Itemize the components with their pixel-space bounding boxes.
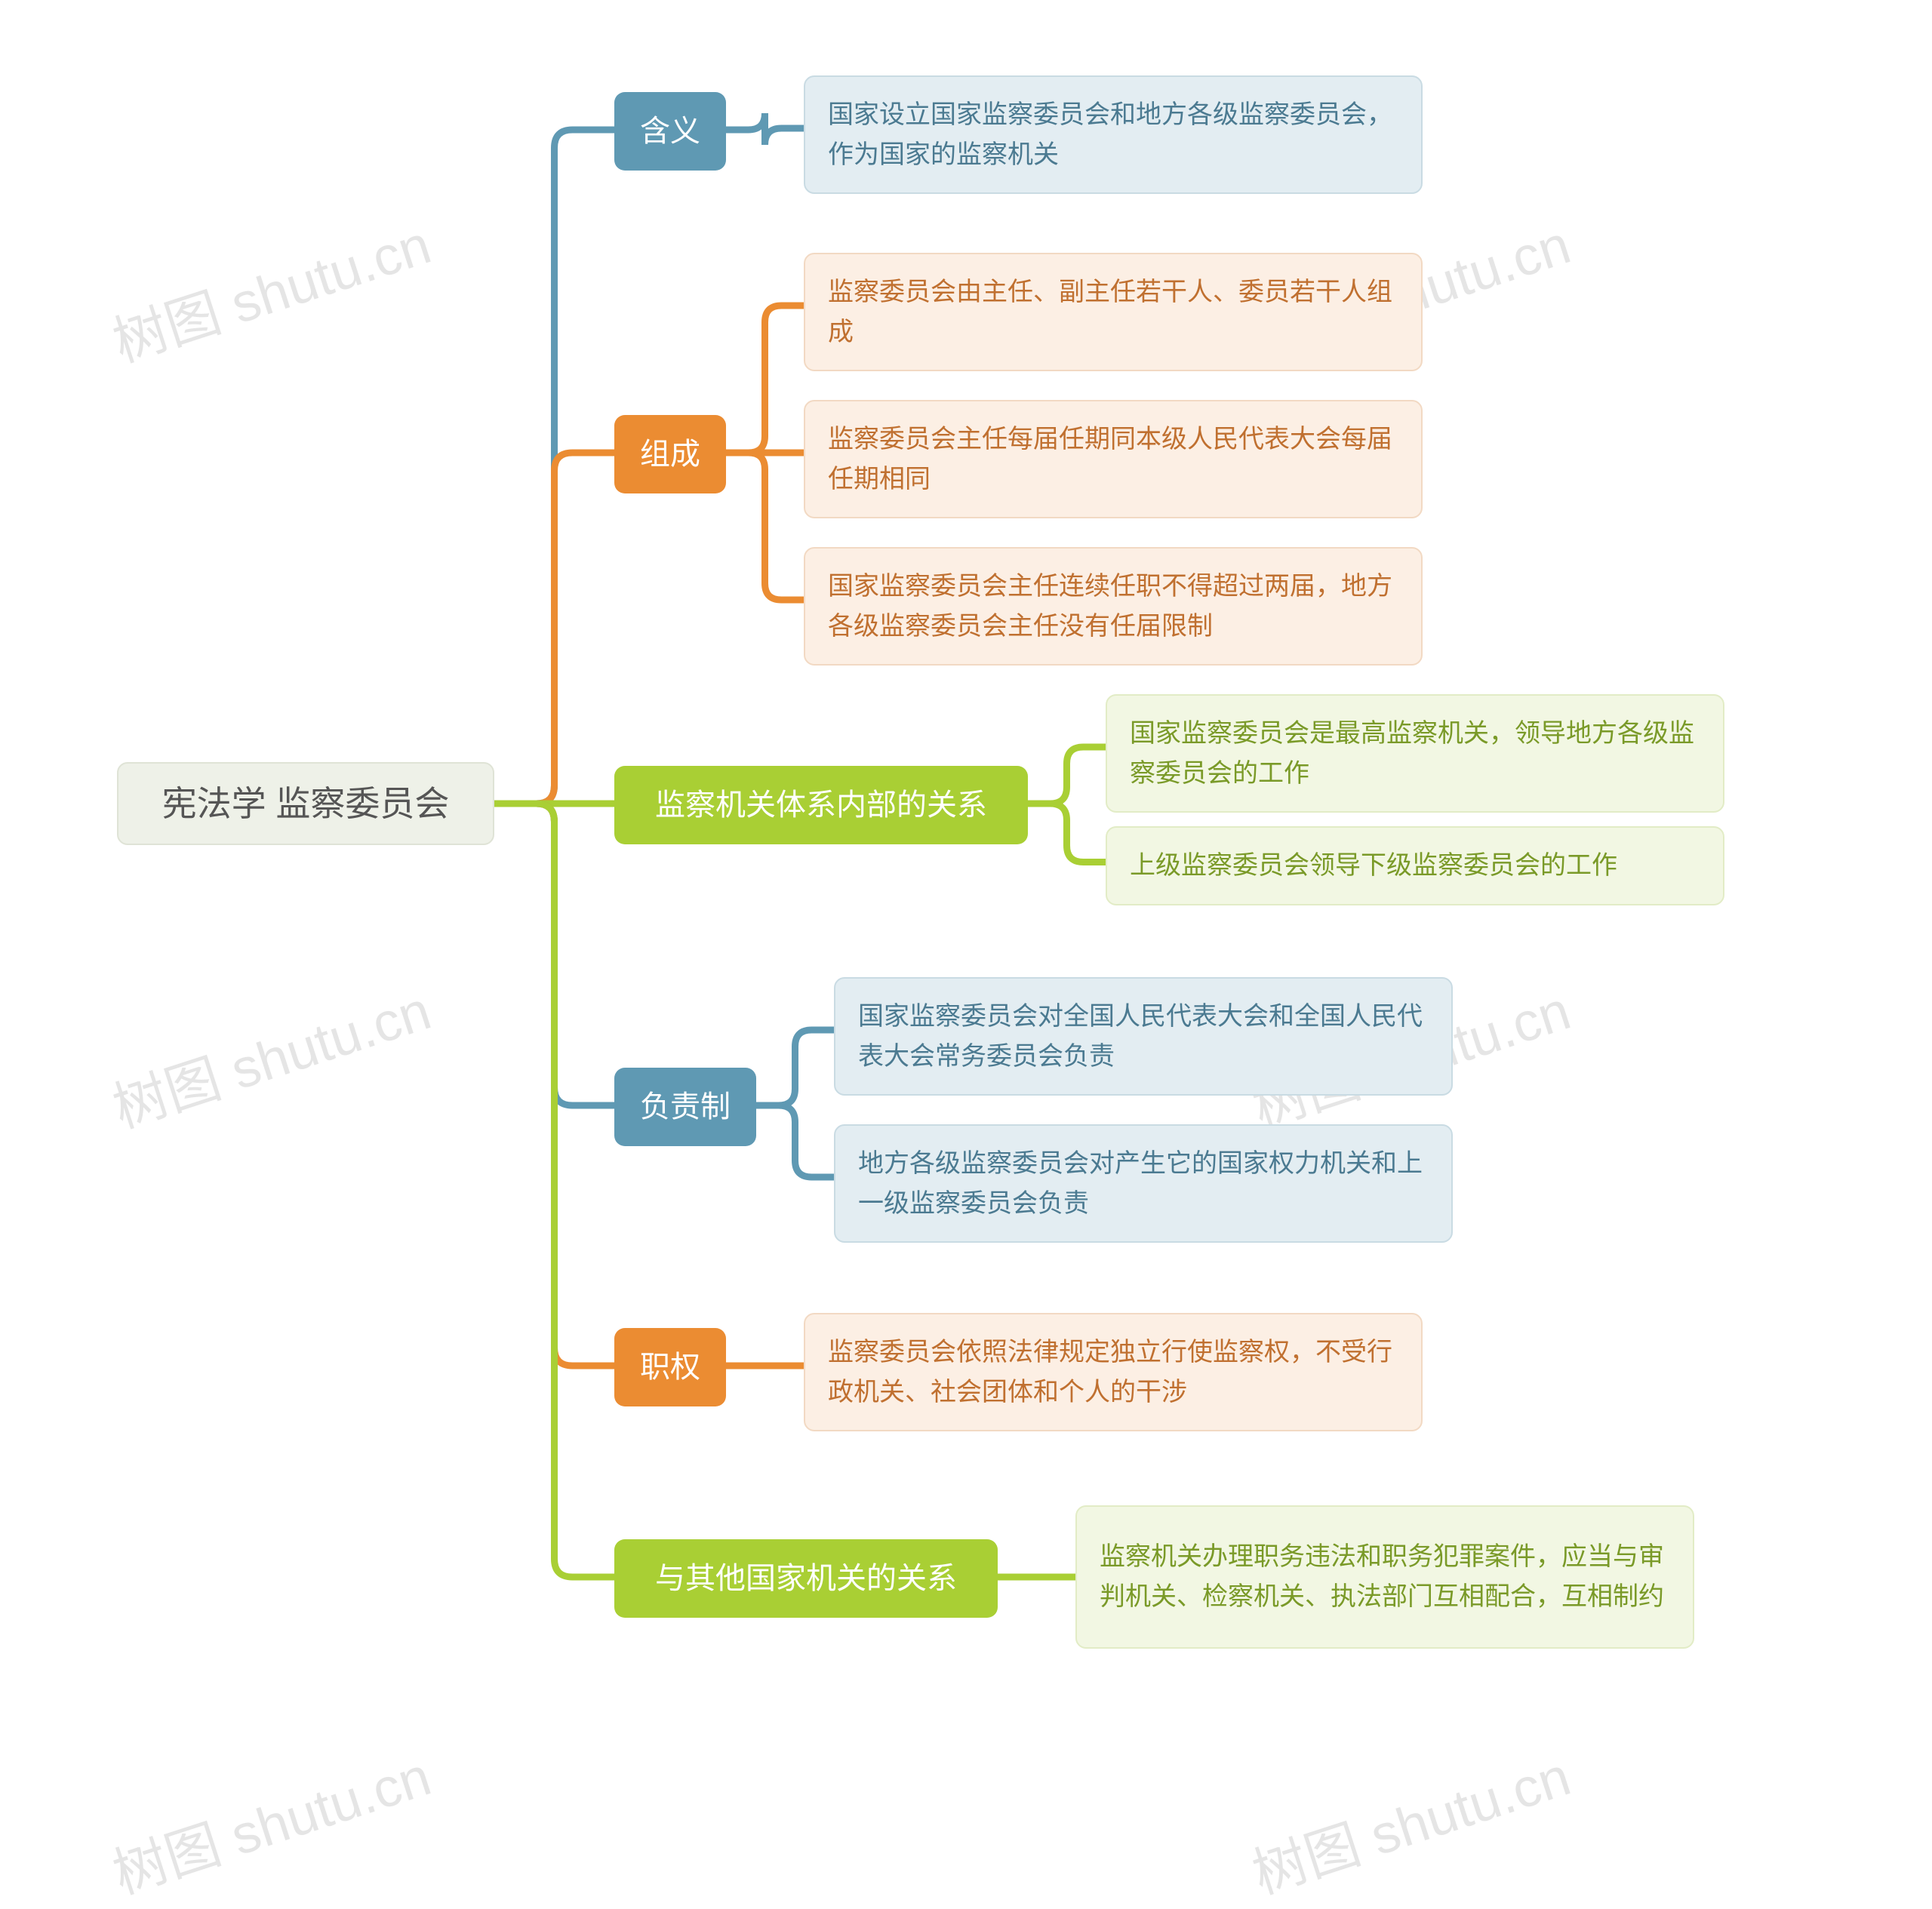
leaf-node: 上级监察委员会领导下级监察委员会的工作 <box>1106 826 1724 905</box>
watermark: 树图 shutu.cn <box>1241 1732 1578 1909</box>
branch-node: 负责制 <box>614 1068 756 1146</box>
leaf-node: 监察委员会主任每届任期同本级人民代表大会每届任期相同 <box>804 400 1423 518</box>
branch-node: 含义 <box>614 92 726 171</box>
leaf-node: 国家监察委员会对全国人民代表大会和全国人民代表大会常务委员会负责 <box>834 977 1453 1096</box>
watermark: 树图 shutu.cn <box>101 200 438 377</box>
leaf-node: 监察委员会依照法律规定独立行使监察权，不受行政机关、社会团体和个人的干涉 <box>804 1313 1423 1431</box>
branch-node: 职权 <box>614 1328 726 1406</box>
leaf-node: 监察委员会由主任、副主任若干人、委员若干人组成 <box>804 253 1423 371</box>
watermark: 树图 shutu.cn <box>101 1732 438 1909</box>
root-node: 宪法学 监察委员会 <box>117 762 494 845</box>
leaf-node: 地方各级监察委员会对产生它的国家权力机关和上一级监察委员会负责 <box>834 1124 1453 1243</box>
leaf-node: 国家监察委员会是最高监察机关，领导地方各级监察委员会的工作 <box>1106 694 1724 813</box>
branch-node: 监察机关体系内部的关系 <box>614 766 1028 844</box>
mindmap-canvas: 树图 shutu.cn树图 shutu.cn树图 shutu.cn树图 shut… <box>0 0 1932 1899</box>
leaf-node: 监察机关办理职务违法和职务犯罪案件，应当与审判机关、检察机关、执法部门互相配合，… <box>1075 1505 1694 1649</box>
leaf-node: 国家设立国家监察委员会和地方各级监察委员会，作为国家的监察机关 <box>804 75 1423 194</box>
leaf-node: 国家监察委员会主任连续任职不得超过两届，地方各级监察委员会主任没有任届限制 <box>804 547 1423 666</box>
branch-node: 组成 <box>614 415 726 493</box>
watermark: 树图 shutu.cn <box>101 966 438 1143</box>
branch-node: 与其他国家机关的关系 <box>614 1539 998 1618</box>
